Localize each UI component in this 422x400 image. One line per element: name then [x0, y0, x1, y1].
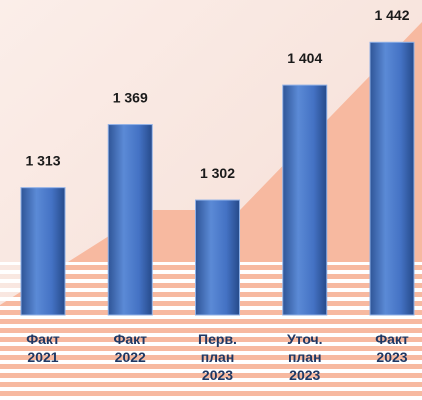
x-tick-label: Факт 2023	[375, 331, 409, 365]
bar	[369, 41, 415, 316]
x-tick-label: Уточ. план 2023	[287, 331, 323, 383]
x-tick-label: Перв. план 2023	[198, 331, 237, 383]
value-label: 1 404	[287, 50, 322, 66]
value-label: 1 442	[374, 7, 409, 23]
x-tick-label: Факт 2021	[26, 331, 60, 365]
value-label: 1 313	[25, 152, 60, 168]
plot: 1 313 Факт 2021 1 369 Факт 2022 1 302 Перв. план…	[20, 7, 415, 383]
bar	[282, 84, 328, 316]
x-tick-label: Факт 2022	[113, 331, 147, 365]
bar	[107, 124, 153, 316]
value-label: 1 302	[200, 165, 235, 181]
bar	[20, 187, 66, 316]
bar	[195, 199, 240, 316]
value-label: 1 369	[113, 89, 148, 105]
